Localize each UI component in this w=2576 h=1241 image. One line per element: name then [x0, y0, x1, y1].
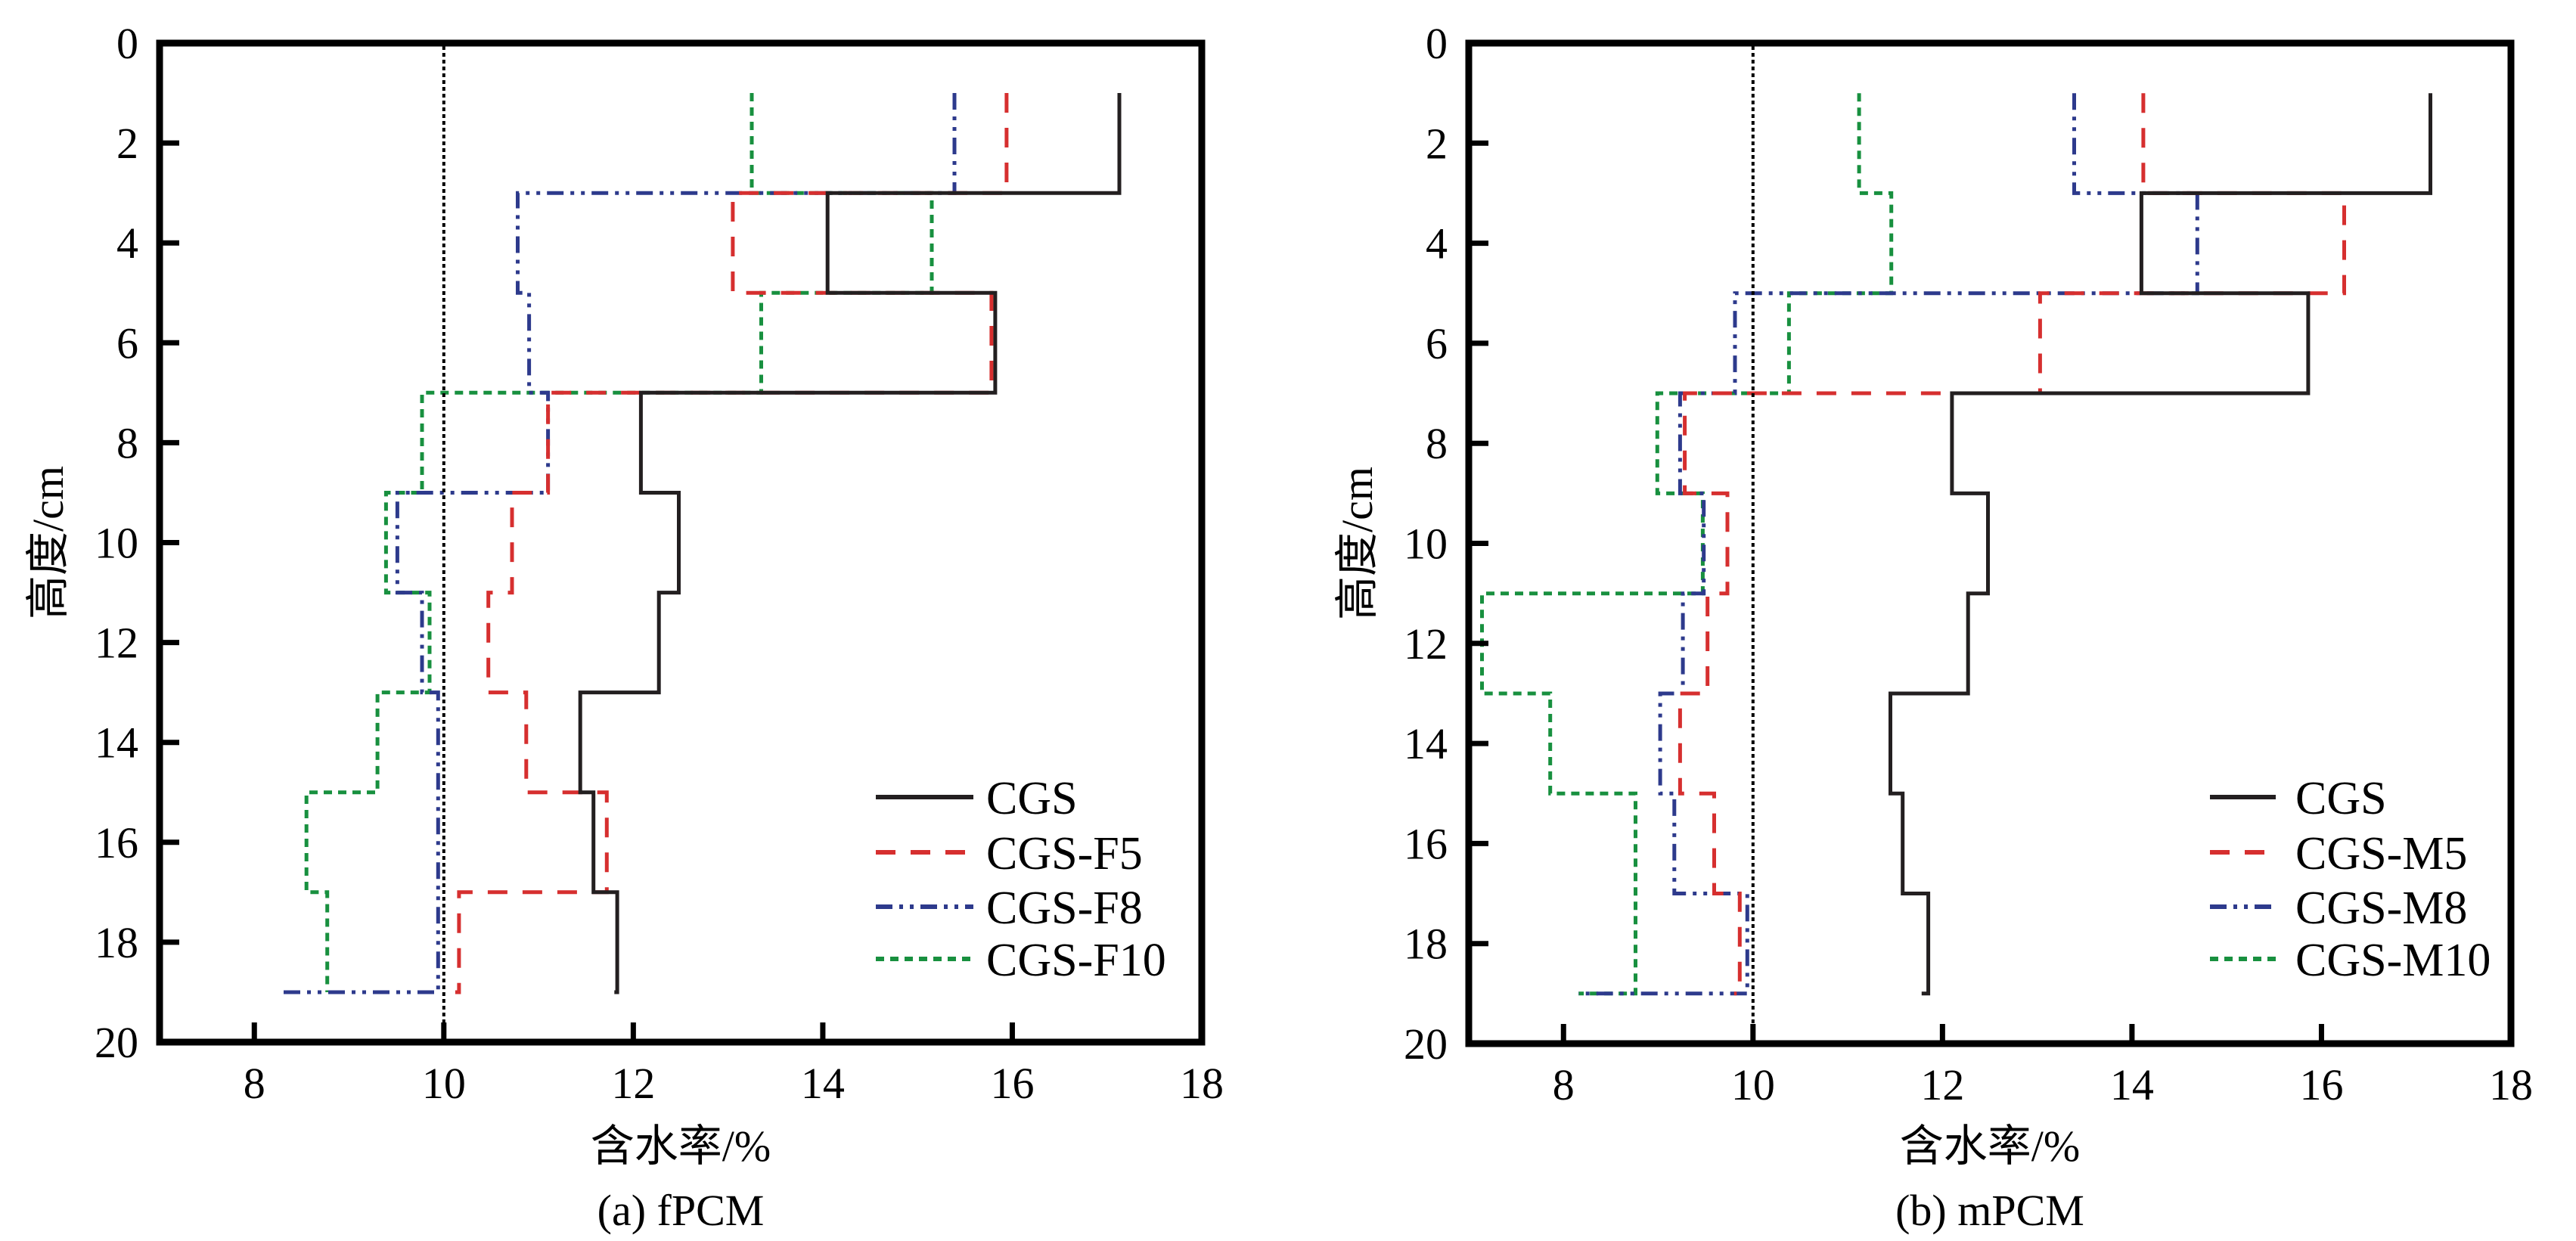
- series-cgs-f5: [455, 93, 1009, 994]
- y-tick-label: 6: [116, 318, 138, 368]
- legend-label-cgs-f5: CGS-F5: [986, 828, 1143, 880]
- y-tick-label: 10: [95, 519, 138, 568]
- y-tick-label: 16: [1404, 819, 1448, 868]
- x-axis-title: 含水率/%: [591, 1122, 771, 1171]
- x-tick-label: 8: [1553, 1060, 1575, 1109]
- series-cgs-f8: [280, 93, 957, 994]
- y-tick-label: 6: [1426, 319, 1448, 368]
- y-tick-label: 20: [95, 1018, 138, 1067]
- x-tick-label: 18: [2489, 1060, 2533, 1109]
- y-axis-title: 高度/cm: [1333, 467, 1382, 620]
- y-axis-title: 高度/cm: [23, 466, 73, 619]
- legend-label-cgs-m5: CGS-M5: [2295, 828, 2467, 880]
- legend-label-cgs: CGS: [2295, 773, 2387, 824]
- series-layer: [280, 93, 1122, 994]
- y-tick-label: 0: [116, 19, 138, 68]
- x-axis-title: 含水率/%: [1900, 1122, 2080, 1171]
- y-tick-label: 12: [95, 619, 138, 668]
- panel-caption: (b) mPCM: [1895, 1186, 2084, 1235]
- y-tick-label: 2: [116, 119, 138, 168]
- legend-label-cgs: CGS: [986, 773, 1078, 824]
- x-tick-label: 8: [244, 1059, 265, 1108]
- y-tick-label: 14: [1404, 719, 1448, 768]
- series-cgs-m8: [1578, 93, 2199, 996]
- y-tick-label: 4: [116, 219, 138, 268]
- y-tick-label: 10: [1404, 520, 1448, 569]
- y-tick-label: 8: [1426, 419, 1448, 468]
- y-tick-label: 18: [95, 918, 138, 967]
- x-tick-label: 10: [422, 1059, 466, 1108]
- x-tick-label: 12: [611, 1059, 655, 1108]
- tick-label-layer: 8 10 12 14 16 18 0 2 4 6 8 10 12 14 16 18 20: [95, 19, 1224, 1108]
- y-tick-label: 8: [116, 418, 138, 467]
- series-cgs-f10: [304, 93, 934, 992]
- panel-caption: (a) fPCM: [597, 1186, 765, 1235]
- legend-label-cgs-m10: CGS-M10: [2295, 935, 2491, 986]
- y-tick-label: 14: [95, 718, 138, 768]
- x-tick-label: 14: [801, 1059, 845, 1108]
- x-tick-label: 18: [1180, 1059, 1224, 1108]
- axis-layer: [156, 39, 1206, 1046]
- y-tick-label: 12: [1404, 619, 1448, 669]
- legend-label-cgs-f10: CGS-F10: [986, 935, 1166, 986]
- x-tick-label: 16: [990, 1059, 1034, 1108]
- y-tick-label: 18: [1404, 920, 1448, 969]
- y-tick-label: 4: [1426, 219, 1448, 268]
- x-tick-label: 16: [2299, 1060, 2343, 1109]
- x-tick-label: 12: [1920, 1060, 1964, 1109]
- y-tick-label: 20: [1404, 1019, 1448, 1069]
- series-cgs-m10: [1480, 93, 1894, 996]
- y-tick-label: 2: [1426, 119, 1448, 168]
- y-tick-label: 16: [95, 818, 138, 867]
- axis-layer: [1465, 39, 2515, 1047]
- x-tick-label: 10: [1731, 1060, 1775, 1109]
- series-cgs: [578, 93, 1122, 994]
- y-tick-label: 0: [1426, 19, 1448, 68]
- series-layer: [1480, 93, 2432, 996]
- x-tick-label: 14: [2110, 1060, 2154, 1109]
- legend-label-cgs-m8: CGS-M8: [2295, 883, 2467, 934]
- legend-label-cgs-f8: CGS-F8: [986, 883, 1143, 934]
- series-cgs-m5: [1678, 93, 2346, 996]
- series-cgs: [1889, 93, 2432, 996]
- tick-label-layer: 8 10 12 14 16 18 0 2 4 6 8 10 12 14 16 18 20: [1404, 19, 2533, 1109]
